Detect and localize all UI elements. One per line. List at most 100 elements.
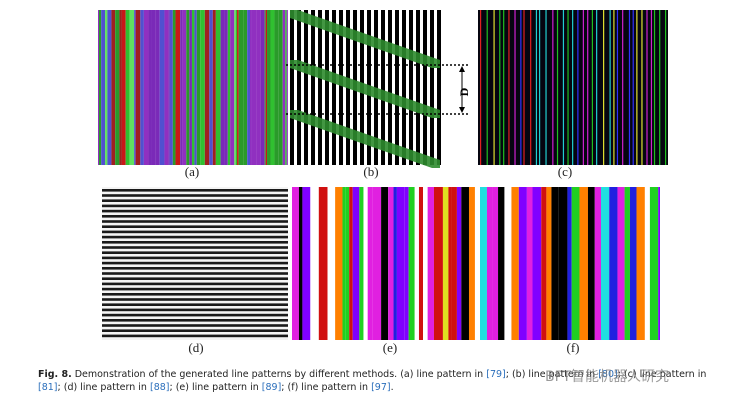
- arrow-head: [459, 107, 465, 113]
- caption-text: ; (e) line pattern in: [169, 382, 262, 393]
- citation[interactable]: [89]: [261, 382, 282, 393]
- stripe: [653, 10, 656, 165]
- citation[interactable]: [88]: [149, 382, 170, 393]
- panel-label: (e): [383, 340, 397, 355]
- stripe: [545, 10, 547, 165]
- stripe: [270, 10, 275, 165]
- stripe: [596, 10, 598, 165]
- stripe: [551, 187, 559, 340]
- stripe: [102, 282, 288, 286]
- stripe: [168, 10, 170, 165]
- diagonal-band: [290, 10, 440, 68]
- stripe: [646, 10, 648, 165]
- stripe: [99, 10, 102, 165]
- stripe: [200, 10, 205, 165]
- citation[interactable]: [80]: [598, 369, 618, 380]
- stripe: [508, 10, 510, 165]
- stripe: [448, 187, 452, 340]
- panel-label: (a): [185, 164, 199, 179]
- stripe: [388, 10, 392, 165]
- stripe: [159, 10, 165, 165]
- stripe: [409, 10, 413, 165]
- stripe: [251, 10, 257, 165]
- stripe: [359, 187, 364, 340]
- citation[interactable]: [97]: [371, 382, 391, 393]
- stripe: [451, 187, 457, 340]
- caption-text: ; (d) line pattern in: [57, 382, 150, 393]
- stripe: [310, 187, 319, 340]
- pattern-b: D: [286, 10, 471, 168]
- stripe: [461, 187, 469, 340]
- stripe: [102, 251, 288, 254]
- stripe: [102, 303, 288, 306]
- stripe: [617, 187, 625, 340]
- stripe: [102, 261, 288, 265]
- stripe: [659, 10, 661, 165]
- stripe: [613, 10, 615, 165]
- stripe: [212, 10, 216, 165]
- stripe: [98, 10, 100, 165]
- stripe: [587, 10, 589, 165]
- stripe: [504, 187, 512, 340]
- stripe: [175, 10, 181, 165]
- caption: Fig. 8. Demonstration of the generated l…: [38, 368, 728, 394]
- stripe: [243, 10, 248, 165]
- stripe: [480, 10, 482, 165]
- citation[interactable]: [79]: [486, 369, 506, 380]
- stripe: [156, 10, 160, 165]
- stripe: [571, 187, 580, 340]
- stripe: [493, 10, 495, 165]
- stripe: [388, 187, 394, 340]
- stripe: [102, 256, 288, 260]
- stripe: [577, 10, 579, 165]
- stripe: [102, 199, 288, 202]
- stripe: [107, 10, 112, 165]
- stripe: [332, 10, 336, 165]
- stripe: [148, 10, 152, 165]
- diagonal-band: [290, 60, 440, 118]
- stripe: [194, 10, 197, 165]
- stripe: [433, 187, 443, 340]
- stripe: [600, 187, 610, 340]
- stripe: [468, 187, 475, 340]
- citation[interactable]: [81]: [38, 382, 58, 393]
- watermark: BFT智能机器人研究: [545, 369, 669, 385]
- stripe: [503, 10, 505, 165]
- stripe: [335, 187, 343, 340]
- stripe: [541, 187, 547, 340]
- stripe: [143, 10, 149, 165]
- pattern-a: [98, 10, 288, 165]
- stripe: [511, 187, 519, 340]
- stripe: [238, 10, 244, 165]
- stripe: [641, 10, 643, 165]
- stripe: [414, 187, 419, 340]
- stripe: [404, 187, 409, 340]
- stripe: [567, 187, 572, 340]
- stripe: [260, 10, 265, 165]
- stripe: [256, 10, 261, 165]
- stripe: [155, 10, 157, 165]
- stripe: [102, 287, 288, 291]
- stripe: [649, 187, 659, 340]
- stripe: [224, 10, 228, 165]
- stripe: [121, 10, 126, 165]
- stripe: [349, 187, 353, 340]
- stripe: [535, 10, 538, 165]
- pattern-e: [292, 187, 475, 340]
- stripe: [102, 267, 288, 270]
- panel-label: (c): [558, 164, 572, 179]
- caption-text: Demonstration of the generated line patt…: [71, 369, 487, 380]
- stripe: [430, 10, 434, 165]
- stripe: [102, 324, 288, 327]
- stripe: [102, 298, 288, 301]
- stripe: [572, 10, 574, 165]
- stripe: [352, 187, 360, 340]
- stripe: [102, 230, 288, 234]
- stripe: [422, 187, 428, 340]
- stripe: [609, 187, 618, 340]
- stripe: [189, 10, 192, 165]
- stripe: [327, 187, 336, 340]
- stripe: [418, 187, 423, 340]
- stripe: [101, 10, 106, 165]
- stripe: [105, 10, 108, 165]
